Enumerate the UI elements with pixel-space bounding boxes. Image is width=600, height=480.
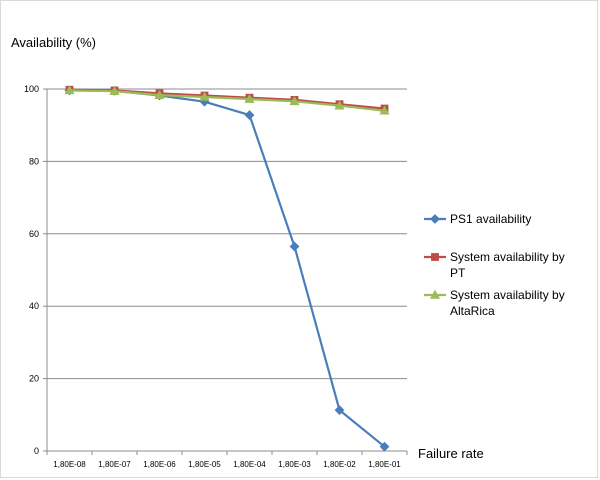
legend-label: System availability by — [450, 250, 565, 264]
data-point — [334, 100, 345, 110]
legend-marker — [431, 253, 439, 261]
x-tick-label: 1,80E-06 — [143, 460, 176, 469]
x-tick-label: 1,80E-02 — [323, 460, 356, 469]
series-line — [69, 89, 386, 448]
y-tick-label: 80 — [29, 156, 39, 166]
legend: PS1 availability System availability by PT… — [424, 212, 565, 318]
legend-label: AltaRica — [450, 304, 495, 318]
data-point — [109, 85, 120, 95]
data-point — [289, 241, 300, 252]
data-point — [334, 405, 345, 416]
x-tick-label: 1,80E-07 — [98, 460, 131, 469]
x-tick-label: 1,80E-01 — [368, 460, 401, 469]
y-tick-label: 100 — [24, 84, 39, 94]
x-tick-label: 1,80E-05 — [188, 460, 221, 469]
x-axis-label: Failure rate — [418, 446, 484, 461]
legend-marker — [430, 214, 440, 224]
grid-layer — [47, 88, 407, 380]
legend-label: System availability by — [450, 288, 565, 302]
legend-entry-1: System availability by PT — [424, 250, 565, 280]
data-point — [379, 105, 390, 115]
data-point — [244, 110, 255, 120]
data-point — [379, 441, 390, 452]
data-point — [199, 91, 210, 101]
y-tick-label: 20 — [29, 374, 39, 384]
series-layer — [64, 85, 390, 452]
x-tick-label: 1,80E-04 — [233, 460, 266, 469]
legend-label: PT — [450, 266, 466, 280]
y-tick-label: 60 — [29, 229, 39, 239]
x-tick-label: 1,80E-08 — [53, 460, 86, 469]
data-point — [154, 89, 165, 99]
series-0 — [64, 85, 390, 452]
legend-entry-2: System availability by AltaRica — [424, 288, 565, 318]
data-point — [244, 93, 255, 103]
data-point — [289, 95, 300, 106]
legend-entry-0: PS1 availability — [424, 212, 531, 226]
axis-layer: 0 20 40 60 80 100 1,80E-08 1,80E-07 1,80E-06 1,80… — [24, 84, 408, 469]
data-point — [64, 85, 75, 95]
legend-marker — [429, 289, 441, 299]
series-line — [69, 89, 385, 112]
series-2 — [64, 85, 390, 115]
x-tick-label: 1,80E-03 — [278, 460, 311, 469]
legend-label: PS1 availability — [450, 212, 531, 226]
y-tick-label: 40 — [29, 301, 39, 311]
y-tick-label: 0 — [34, 446, 39, 456]
y-axis-label: Availability (%) — [11, 35, 96, 50]
